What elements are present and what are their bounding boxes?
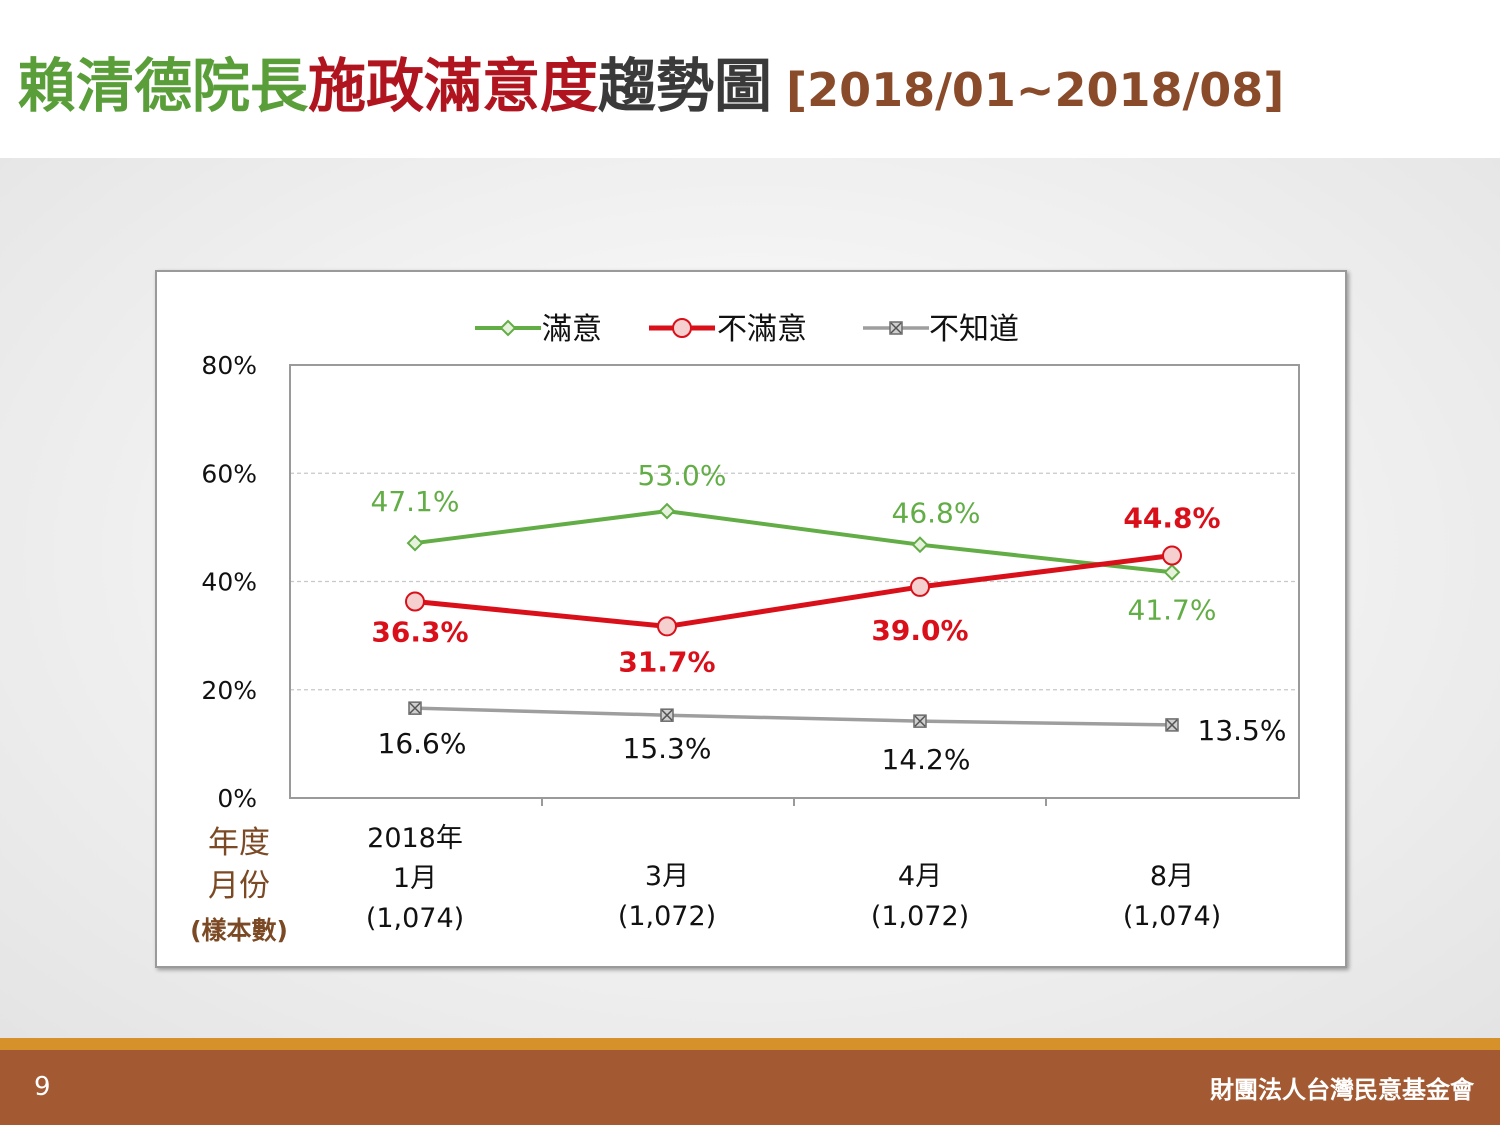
data-label: 16.6% <box>378 727 467 760</box>
data-point-unknown-cross <box>914 715 926 727</box>
x-category-label: (1,072) <box>618 901 716 932</box>
page-title: 賴清德院長施政滿意度趨勢圖 [2018/01~2018/08] <box>18 44 1284 132</box>
y-tick-label: 20% <box>201 676 257 705</box>
series-line-unknown <box>414 706 1173 727</box>
x-category-label: 8月 <box>1150 861 1194 892</box>
legend-label: 不滿意 <box>717 312 807 347</box>
x-category-label: (1,074) <box>1123 901 1221 932</box>
legend-label: 不知道 <box>929 312 1019 347</box>
title-name: 賴清德院長 <box>18 52 309 120</box>
data-point-satisfied <box>406 534 424 552</box>
footer-accent-line <box>0 1038 1500 1050</box>
data-label: 41.7% <box>1128 593 1217 626</box>
x-category-label: 2018年 <box>367 823 463 854</box>
x-category-label: 1月 <box>393 863 437 894</box>
legend-marker <box>672 318 692 338</box>
legend-marker-cross <box>890 322 902 334</box>
data-label: 39.0% <box>871 614 968 647</box>
data-point-unknown-cross <box>1166 719 1178 731</box>
y-tick-label: 0% <box>217 784 257 813</box>
series-line-unsatisfied <box>414 553 1173 629</box>
y-tick-label: 40% <box>201 568 257 597</box>
x-category-label: 4月 <box>898 861 942 892</box>
organization-name: 財團法人台灣民意基金會 <box>1210 1076 1474 1104</box>
data-label: 14.2% <box>882 743 971 776</box>
title-bar: 賴清德院長施政滿意度趨勢圖 [2018/01~2018/08] <box>0 0 1500 158</box>
data-label: 53.0% <box>638 459 727 492</box>
page-number: 9 <box>34 1072 51 1102</box>
x-axis-caption: 月份 <box>208 868 270 904</box>
data-point-unsatisfied <box>1162 545 1182 566</box>
title-suffix: 趨勢圖 <box>598 52 773 120</box>
x-category-label: (1,072) <box>871 901 969 932</box>
footer-bar: 9 財團法人台灣民意基金會 <box>0 1050 1500 1125</box>
y-tick-label: 60% <box>201 459 257 488</box>
data-label: 46.8% <box>892 497 981 530</box>
legend-marker <box>499 319 517 337</box>
data-point-unsatisfied <box>910 576 930 597</box>
data-label: 31.7% <box>618 645 715 678</box>
title-date-range: [2018/01~2018/08] <box>786 63 1285 117</box>
data-label: 47.1% <box>371 485 460 518</box>
legend-label: 滿意 <box>542 312 602 347</box>
series-line-satisfied <box>414 509 1173 575</box>
data-point-satisfied <box>1163 563 1181 581</box>
chart-panel: 0% 20% 40% 60% 80% 16.6% 15.3% 14.2% 13.5% 47.1% 5… <box>155 270 1347 968</box>
data-label: 44.8% <box>1123 502 1220 535</box>
data-label: 15.3% <box>623 732 712 765</box>
x-category-label: (1,074) <box>366 903 464 934</box>
x-axis-caption: (樣本數) <box>190 916 288 945</box>
x-category-label: 3月 <box>645 861 689 892</box>
data-point-unknown-cross <box>409 702 421 714</box>
data-label: 36.3% <box>371 616 468 649</box>
line-chart: 0% 20% 40% 60% 80% 16.6% 15.3% 14.2% 13.5% 47.1% 5… <box>190 312 1300 945</box>
data-point-satisfied <box>911 536 929 554</box>
data-point-satisfied <box>658 502 676 520</box>
title-topic: 施政滿意度 <box>308 52 599 120</box>
x-axis-caption: 年度 <box>208 825 270 861</box>
y-tick-label: 80% <box>201 351 257 380</box>
data-point-unknown-cross <box>661 709 673 721</box>
data-point-unsatisfied <box>405 591 425 612</box>
data-label: 13.5% <box>1198 714 1287 747</box>
data-point-unsatisfied <box>657 616 677 637</box>
